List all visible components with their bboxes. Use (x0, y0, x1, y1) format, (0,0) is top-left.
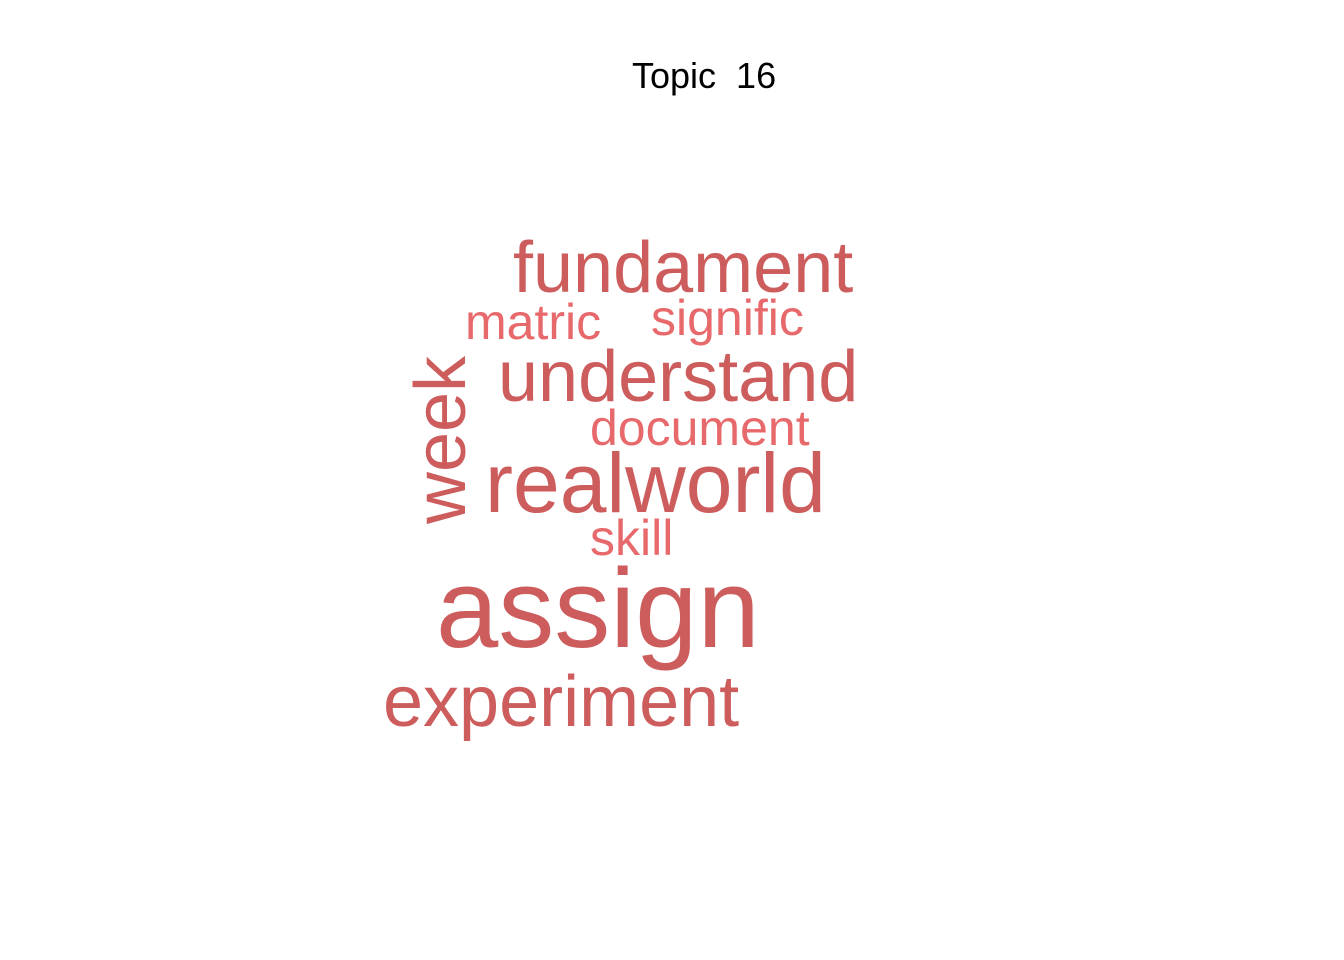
word-skill: skill (590, 510, 674, 566)
word-week: week (401, 355, 481, 525)
word-signific: signific (651, 290, 804, 346)
word-assign: assign (436, 546, 760, 671)
word-document: document (590, 400, 810, 456)
word-matric: matric (465, 294, 602, 350)
page-title: Topic 16 (632, 55, 777, 96)
word-experiment: experiment (383, 662, 740, 742)
word-realworld: realworld (485, 436, 826, 530)
word-fundament: fundament (513, 228, 854, 308)
word-understand: understand (498, 337, 859, 417)
